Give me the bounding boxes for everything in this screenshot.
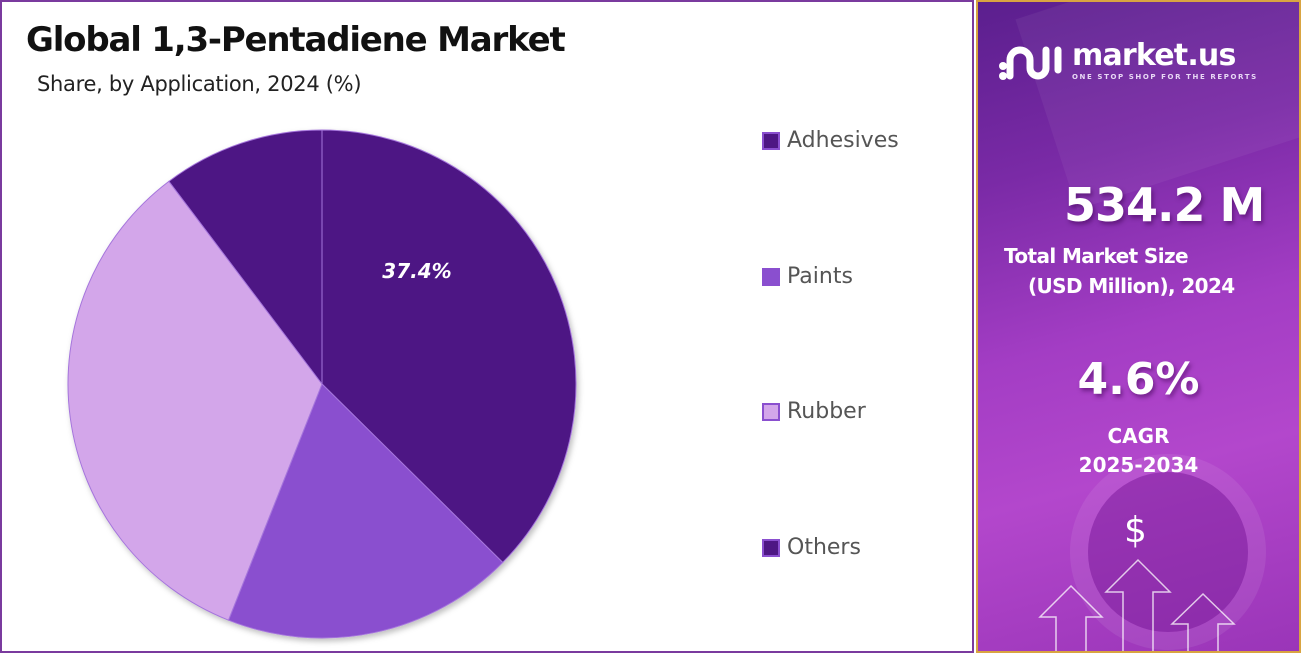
legend-label: Rubber bbox=[787, 399, 866, 424]
chart-title: Global 1,3-Pentadiene Market bbox=[26, 20, 566, 60]
market-size-value: 534.2 M bbox=[1064, 178, 1265, 232]
cagr-label: CAGR bbox=[1107, 424, 1170, 448]
legend-item-others: Others bbox=[762, 535, 861, 560]
pie-slice-rubber bbox=[67, 180, 323, 621]
cagr-period-label: 2025-2034 bbox=[1078, 453, 1199, 477]
growth-arrows-icon bbox=[1038, 558, 1236, 651]
legend-swatch-rubber bbox=[762, 402, 780, 421]
market-size-unit-label: (USD Million), 2024 bbox=[1028, 274, 1235, 298]
market-us-logo-icon bbox=[999, 46, 1062, 80]
legend-label: Paints bbox=[787, 264, 853, 289]
dollar-icon: $ bbox=[1124, 510, 1147, 551]
legend-item-rubber: Rubber bbox=[762, 399, 866, 424]
pie-slice-others bbox=[168, 129, 323, 386]
slice-label-adhesives: 37.4% bbox=[382, 259, 451, 283]
legend-swatch-adhesives bbox=[762, 131, 780, 150]
legend-swatch-others bbox=[762, 538, 780, 557]
chart-subtitle: Share, by Application, 2024 (%) bbox=[37, 72, 362, 96]
chart-panel: Global 1,3-Pentadiene Market Share, by A… bbox=[0, 0, 974, 653]
legend-label: Others bbox=[787, 535, 861, 560]
pie-slice-adhesives bbox=[321, 129, 577, 564]
pie-chart: 37.4% bbox=[62, 124, 582, 644]
brand-logo-block[interactable]: market.us ONE STOP SHOP FOR THE REPORTS bbox=[998, 40, 1258, 82]
background-coffee-cup bbox=[1088, 472, 1248, 632]
pie-chart-svg: 37.4% bbox=[67, 129, 577, 639]
market-size-label: Total Market Size bbox=[1004, 244, 1189, 268]
brand-tagline: ONE STOP SHOP FOR THE REPORTS bbox=[1072, 73, 1258, 81]
legend-item-adhesives: Adhesives bbox=[762, 128, 899, 153]
legend-item-paints: Paints bbox=[762, 264, 853, 289]
cagr-value: 4.6% bbox=[1077, 354, 1200, 405]
legend-label: Adhesives bbox=[787, 128, 899, 153]
brand-name: market.us bbox=[1072, 38, 1236, 73]
stats-sidebar: market.us ONE STOP SHOP FOR THE REPORTS … bbox=[976, 0, 1301, 653]
legend-swatch-paints bbox=[762, 267, 780, 286]
